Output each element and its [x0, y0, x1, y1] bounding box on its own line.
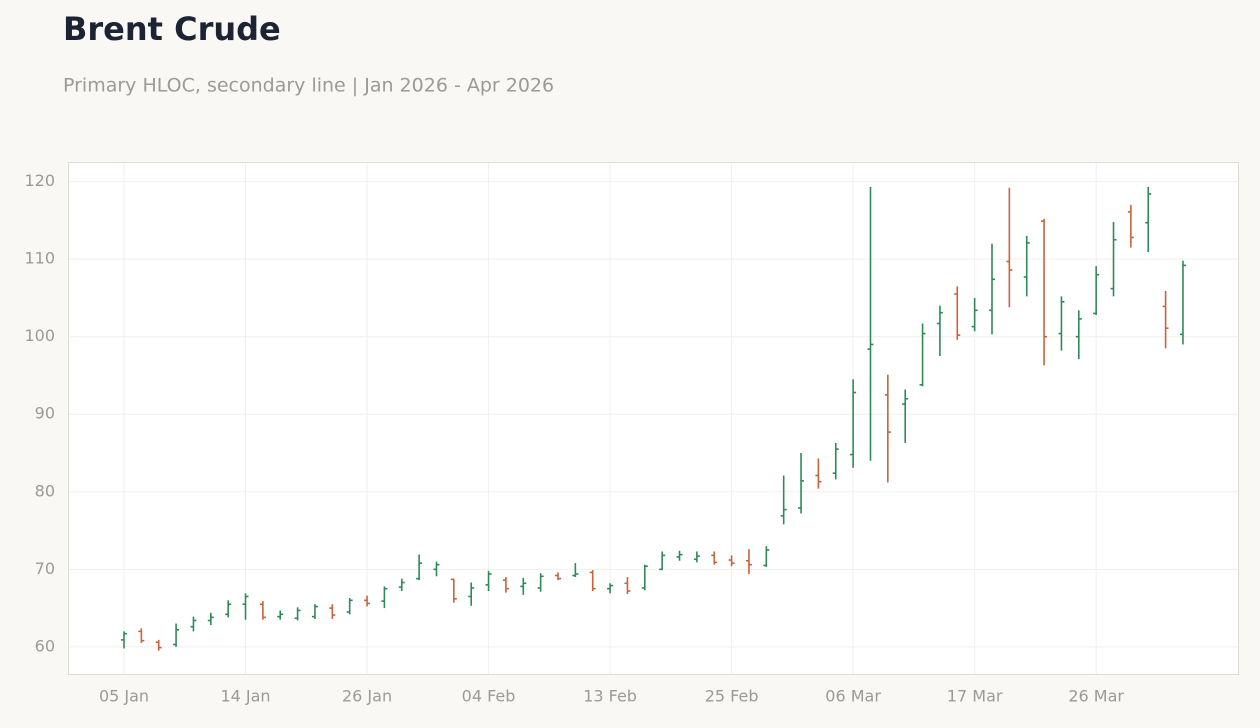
y-tick-label: 110 [24, 249, 55, 268]
x-tick-label: 26 Jan [342, 687, 392, 706]
x-tick-label: 26 Mar [1068, 687, 1124, 706]
x-tick-label: 06 Mar [825, 687, 881, 706]
y-tick-label: 60 [35, 636, 55, 655]
x-tick-label: 13 Feb [583, 687, 637, 706]
x-tick-label: 04 Feb [462, 687, 516, 706]
x-tick-label: 17 Mar [947, 687, 1003, 706]
y-tick-label: 100 [24, 326, 55, 345]
y-tick-label: 70 [35, 559, 55, 578]
chart-title: Brent Crude [63, 10, 281, 48]
plot-area [68, 162, 1239, 675]
chart-subtitle: Primary HLOC, secondary line | Jan 2026 … [63, 75, 554, 97]
y-tick-label: 80 [35, 481, 55, 500]
x-tick-label: 05 Jan [99, 687, 149, 706]
y-tick-label: 120 [24, 171, 55, 190]
y-tick-label: 90 [35, 404, 55, 423]
x-tick-label: 14 Jan [220, 687, 270, 706]
x-tick-label: 25 Feb [705, 687, 759, 706]
